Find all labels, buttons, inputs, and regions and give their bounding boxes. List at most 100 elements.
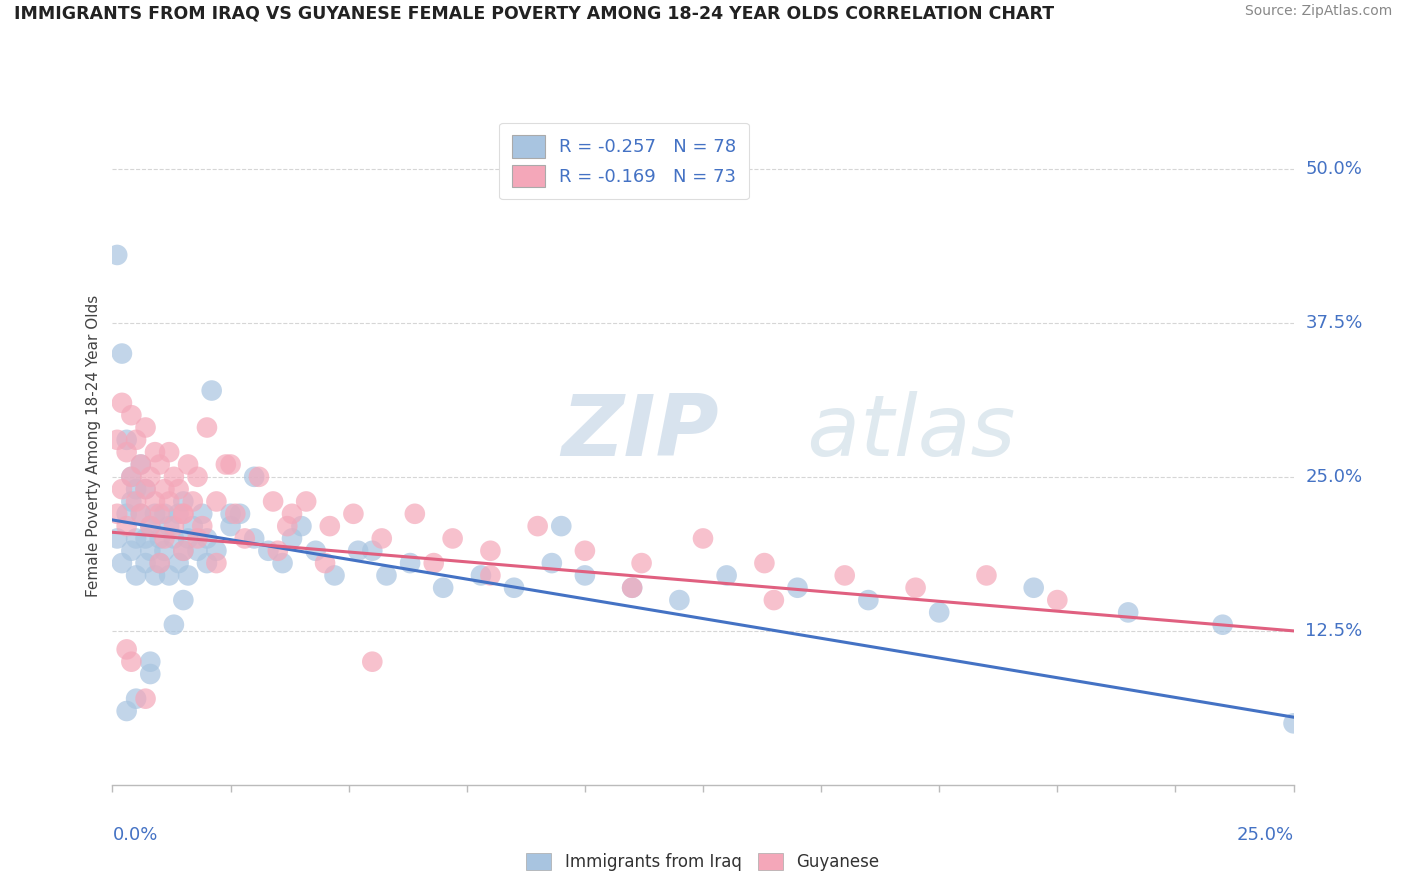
Point: [191, 507, 214, 521]
Point: [115, 445, 138, 459]
Point: [139, 519, 162, 533]
Point: [186, 543, 208, 558]
Point: [526, 519, 548, 533]
Text: 0.0%: 0.0%: [112, 826, 157, 844]
Point: [271, 556, 294, 570]
Point: [361, 655, 384, 669]
Point: [120, 494, 142, 508]
Point: [281, 532, 304, 546]
Point: [111, 396, 134, 410]
Point: [976, 568, 998, 582]
Point: [540, 556, 562, 570]
Point: [276, 519, 298, 533]
Point: [1116, 606, 1139, 620]
Point: [267, 543, 290, 558]
Point: [479, 543, 502, 558]
Point: [195, 420, 218, 434]
Point: [630, 556, 652, 570]
Point: [441, 532, 464, 546]
Point: [115, 433, 138, 447]
Point: [129, 507, 152, 521]
Point: [111, 556, 134, 570]
Text: 50.0%: 50.0%: [1305, 160, 1362, 178]
Point: [129, 458, 152, 472]
Point: [153, 507, 176, 521]
Point: [125, 532, 148, 546]
Point: [432, 581, 454, 595]
Point: [1212, 617, 1234, 632]
Point: [215, 458, 238, 472]
Point: [371, 532, 394, 546]
Point: [172, 543, 194, 558]
Point: [503, 581, 526, 595]
Point: [120, 543, 142, 558]
Point: [422, 556, 444, 570]
Point: [1022, 581, 1045, 595]
Point: [243, 532, 266, 546]
Point: [149, 556, 172, 570]
Point: [186, 470, 208, 484]
Point: [281, 507, 304, 521]
Point: [120, 408, 142, 422]
Point: [574, 543, 596, 558]
Point: [319, 519, 342, 533]
Point: [153, 543, 176, 558]
Point: [186, 532, 208, 546]
Text: IMMIGRANTS FROM IRAQ VS GUYANESE FEMALE POVERTY AMONG 18-24 YEAR OLDS CORRELATIO: IMMIGRANTS FROM IRAQ VS GUYANESE FEMALE …: [14, 4, 1054, 22]
Point: [172, 543, 194, 558]
Point: [304, 543, 326, 558]
Point: [404, 507, 426, 521]
Point: [205, 556, 228, 570]
Point: [115, 507, 138, 521]
Point: [219, 507, 242, 521]
Text: 25.0%: 25.0%: [1305, 467, 1362, 486]
Point: [105, 507, 128, 521]
Point: [163, 532, 186, 546]
Point: [621, 581, 644, 595]
Point: [105, 532, 128, 546]
Point: [125, 433, 148, 447]
Point: [153, 482, 176, 496]
Point: [205, 494, 228, 508]
Point: [342, 507, 364, 521]
Point: [135, 532, 157, 546]
Point: [149, 556, 172, 570]
Point: [129, 458, 152, 472]
Point: [111, 482, 134, 496]
Point: [149, 458, 172, 472]
Point: [120, 470, 142, 484]
Point: [786, 581, 808, 595]
Point: [904, 581, 927, 595]
Point: [143, 445, 166, 459]
Point: [375, 568, 398, 582]
Point: [195, 532, 218, 546]
Point: [105, 433, 128, 447]
Point: [120, 470, 142, 484]
Point: [858, 593, 880, 607]
Point: [205, 543, 228, 558]
Point: [135, 691, 157, 706]
Point: [111, 346, 134, 360]
Point: [399, 556, 422, 570]
Point: [191, 519, 214, 533]
Point: [172, 507, 194, 521]
Point: [295, 494, 318, 508]
Point: [172, 507, 194, 521]
Point: [105, 248, 128, 262]
Point: [125, 482, 148, 496]
Point: [172, 494, 194, 508]
Point: [143, 568, 166, 582]
Point: [347, 543, 370, 558]
Point: [177, 532, 200, 546]
Point: [149, 532, 172, 546]
Point: [834, 568, 856, 582]
Point: [125, 568, 148, 582]
Point: [479, 568, 502, 582]
Point: [290, 519, 312, 533]
Point: [139, 667, 162, 681]
Point: [574, 568, 596, 582]
Point: [233, 532, 256, 546]
Point: [361, 543, 384, 558]
Point: [668, 593, 690, 607]
Point: [163, 617, 186, 632]
